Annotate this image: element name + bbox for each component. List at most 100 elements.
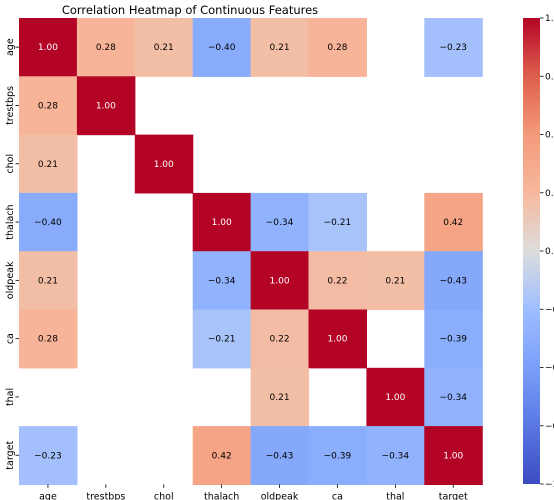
heatmap-cell <box>366 367 425 427</box>
x-tick-label: target <box>439 491 468 500</box>
heatmap-cell <box>308 309 367 369</box>
cell-value-label: 0.42 <box>443 218 463 228</box>
cell-value-label: 0.28 <box>96 43 116 53</box>
heatmap-cell <box>308 251 367 311</box>
cell-value-label: 1.00 <box>38 43 58 53</box>
colorbar-gradient <box>523 18 540 484</box>
colorbar-tick-label: −1.00 <box>545 480 554 490</box>
cell-value-label: 1.00 <box>327 335 347 345</box>
cell-value-label: 1.00 <box>443 451 463 461</box>
cell-value-label: −0.39 <box>439 335 467 345</box>
x-tick-label: chol <box>154 491 174 500</box>
cell-value-label: 1.00 <box>96 101 116 111</box>
heatmap-cell <box>250 367 310 427</box>
cell-value-label: 0.21 <box>38 160 58 170</box>
colorbar-tick-label: 0.25 <box>545 189 554 199</box>
x-axis: age trestbps chol thalach oldpeak ca thal targe… <box>39 484 468 500</box>
colorbar-tick-label: 1.00 <box>545 14 554 24</box>
colorbar-tick-label: 0.00 <box>545 247 554 257</box>
x-tick-label: oldpeak <box>261 491 299 500</box>
cell-value-label: 0.21 <box>154 43 174 53</box>
cell-value-label: 0.22 <box>327 276 347 286</box>
heatmap-cell <box>19 18 78 77</box>
cell-value-label: 0.22 <box>270 335 290 345</box>
cell-value-label: 1.00 <box>270 276 290 286</box>
cell-value-label: 0.42 <box>212 451 232 461</box>
heatmap-cell <box>76 18 136 77</box>
heatmap-cell <box>250 192 310 252</box>
heatmap-cell <box>250 309 310 369</box>
heatmap-cell <box>192 426 252 485</box>
cell-value-label: 0.21 <box>385 276 405 286</box>
y-tick-label: target <box>5 441 16 470</box>
heatmap-cell <box>366 426 425 485</box>
heatmap-cell <box>424 192 483 252</box>
cell-value-label: −0.23 <box>439 43 467 53</box>
heatmap-cell <box>19 134 78 194</box>
cell-value-label: −0.21 <box>208 335 236 345</box>
heatmap-cell <box>192 251 252 311</box>
cell-value-label: 0.21 <box>270 393 290 403</box>
y-axis: age trestbps chol thalach oldpeak ca thal targe… <box>5 38 19 470</box>
heatmap-cell <box>366 251 425 311</box>
cell-value-label: 0.28 <box>327 43 347 53</box>
heatmap-cell <box>19 192 78 252</box>
cell-value-label: 0.28 <box>38 101 58 111</box>
cell-value-label: −0.39 <box>324 451 352 461</box>
heatmap-cell <box>134 18 194 77</box>
y-tick-label: oldpeak <box>5 261 16 299</box>
x-tick-label: thalach <box>204 491 239 500</box>
heatmap-cell <box>250 251 310 311</box>
cell-value-label: −0.40 <box>34 218 62 228</box>
cell-value-label: −0.34 <box>439 393 467 403</box>
heatmap-cell <box>250 18 310 77</box>
heatmap-cell <box>192 309 252 369</box>
x-tick-label: thal <box>386 491 404 500</box>
heatmap-cell <box>76 76 136 136</box>
x-tick-label: trestbps <box>86 491 125 500</box>
x-tick-label: age <box>39 491 57 500</box>
cell-value-label: 1.00 <box>212 218 232 228</box>
cell-value-label: −0.43 <box>439 276 467 286</box>
cell-value-label: 1.00 <box>154 160 174 170</box>
heatmap-cell <box>308 18 367 77</box>
cell-value-label: −0.23 <box>34 451 62 461</box>
cell-value-label: −0.34 <box>382 451 410 461</box>
colorbar-tick-label: 0.75 <box>545 72 554 82</box>
heatmap-cell <box>192 192 252 252</box>
x-tick-label: ca <box>332 491 343 500</box>
heatmap-cell <box>250 426 310 485</box>
colorbar-tick-label: −0.25 <box>545 305 554 315</box>
cell-value-label: −0.34 <box>266 218 294 228</box>
heatmap-cell <box>19 76 78 136</box>
cell-value-label: 1.00 <box>385 393 405 403</box>
heatmap-cell <box>424 426 483 485</box>
heatmap-cell <box>424 18 483 77</box>
heatmap-cell <box>19 309 78 369</box>
y-tick-label: thal <box>5 388 16 406</box>
y-tick-label: trestbps <box>5 86 16 125</box>
cell-value-label: 0.21 <box>270 43 290 53</box>
heatmap-cell <box>19 251 78 311</box>
cell-value-label: −0.34 <box>208 276 236 286</box>
cell-value-label: 0.28 <box>38 335 58 345</box>
heatmap-cell <box>424 251 483 311</box>
cell-value-label: −0.40 <box>208 43 236 53</box>
colorbar-tick-label: −0.75 <box>545 422 554 432</box>
cell-value-label: −0.43 <box>266 451 294 461</box>
chart-title: Correlation Heatmap of Continuous Featur… <box>62 3 318 17</box>
heatmap-cell <box>192 18 252 77</box>
y-tick-label: chol <box>5 154 16 174</box>
y-tick-label: age <box>5 38 16 56</box>
colorbar-tick-label: −0.50 <box>545 364 554 374</box>
heatmap-cell <box>424 309 483 369</box>
cell-value-label: −0.21 <box>324 218 352 228</box>
heatmap-cell <box>308 426 367 485</box>
colorbar: 1.00 0.75 0.50 0.25 0.00 −0.25 −0.50 −0.75 −1.00 <box>523 14 554 490</box>
heatmap-cell <box>19 426 78 485</box>
heatmap-cells <box>19 18 483 485</box>
heatmap-cell-labels: 1.00 0.28 0.21 −0.40 0.21 0.28 −0.23 0.28 1.00 0.… <box>34 43 467 461</box>
heatmap-cell <box>308 192 367 252</box>
y-tick-label: thalach <box>5 204 16 239</box>
